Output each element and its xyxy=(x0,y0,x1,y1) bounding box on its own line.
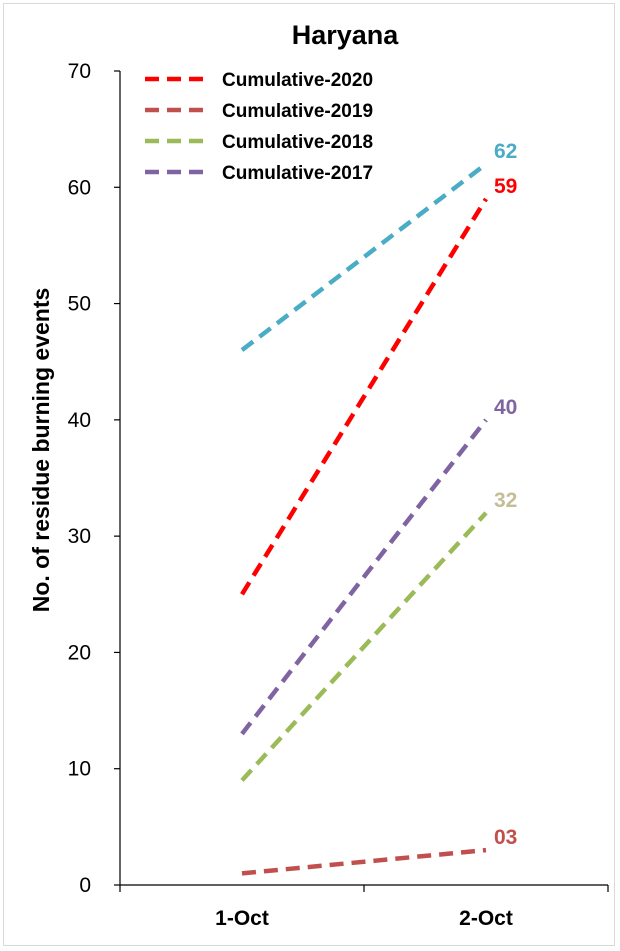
chart-frame xyxy=(3,3,615,946)
legend-label-3: Cumulative-2017 xyxy=(222,163,373,184)
series-line-3 xyxy=(240,418,488,736)
legend-label-2: Cumulative-2018 xyxy=(222,132,373,153)
legend-label-1: Cumulative-2019 xyxy=(222,101,373,122)
data-label-3: 40 xyxy=(494,396,517,419)
series-line-4 xyxy=(240,162,488,352)
data-labels: 59 03 32 40 62 xyxy=(494,140,517,849)
y-tick-label: 30 xyxy=(68,525,91,548)
legend-label-0: Cumulative-2020 xyxy=(222,70,373,91)
y-tick-label: 60 xyxy=(68,176,91,199)
series-line-2 xyxy=(240,511,488,782)
data-label-4: 62 xyxy=(494,140,517,163)
series-line-0 xyxy=(240,197,488,596)
y-tick-label: 0 xyxy=(79,874,91,897)
legend: Cumulative-2020 Cumulative-2019 Cumulative… xyxy=(145,70,373,184)
y-tick-label: 70 xyxy=(68,60,91,83)
data-label-0: 59 xyxy=(494,175,517,198)
data-label-1: 03 xyxy=(494,826,517,849)
y-axis-label: No. of residue burning events xyxy=(28,288,54,613)
y-tick-label: 10 xyxy=(68,758,91,781)
x-tick-label: 1-Oct xyxy=(215,907,269,930)
data-label-2: 32 xyxy=(494,489,517,512)
chart-title: Haryana xyxy=(292,20,400,50)
y-tick-label: 40 xyxy=(68,409,91,432)
series-layer xyxy=(240,162,488,876)
y-tick-label: 20 xyxy=(68,641,91,664)
axes: 0 10 20 30 40 50 60 70 1-Oct 2-Oct xyxy=(68,60,609,930)
x-tick-label: 2-Oct xyxy=(459,907,513,930)
y-tick-label: 50 xyxy=(68,293,91,316)
series-line-1 xyxy=(241,847,487,876)
